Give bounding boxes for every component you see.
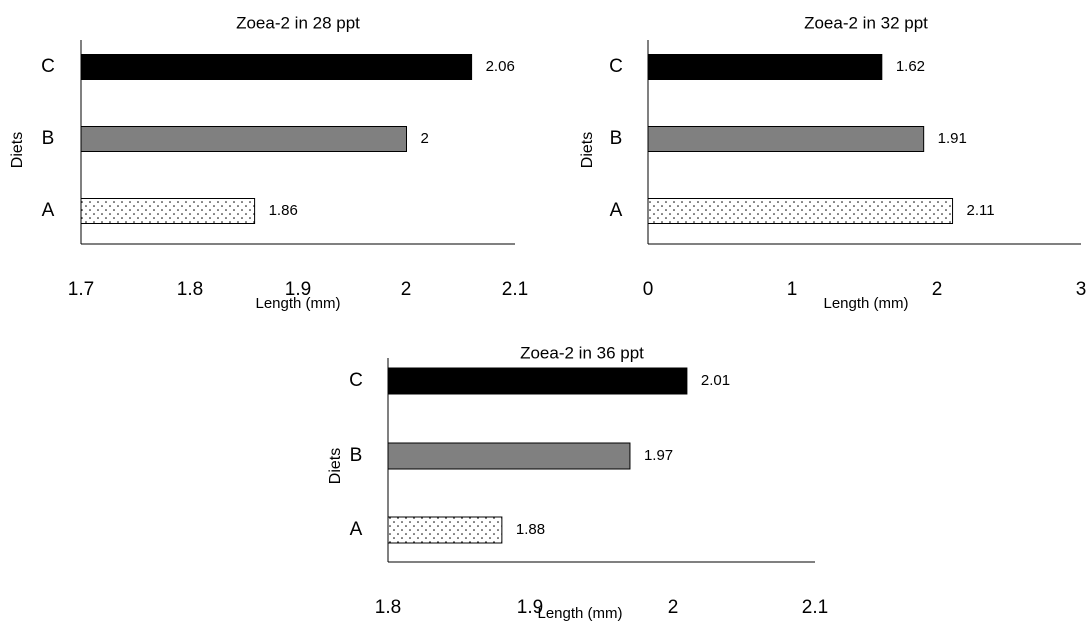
chart-3-bar-a [387, 516, 503, 544]
chart-1-value-label-a: 1.86 [269, 202, 298, 219]
chart-3-category-label-c: C [349, 370, 363, 391]
chart-3-value-label-b: 1.97 [644, 447, 673, 464]
chart-1-x-tick-3: 2 [401, 279, 412, 300]
chart-3-category-label-a: A [350, 519, 363, 540]
chart-2-x-tick-2: 2 [932, 279, 943, 300]
chart-2-value-label-b: 1.91 [938, 130, 967, 147]
chart-1-x-axis-label: Length (mm) [255, 295, 340, 312]
chart-1-value-label-b: 2 [421, 130, 429, 147]
chart-3-bar-b [387, 442, 631, 470]
chart-1-x-tick-1: 1.8 [177, 279, 203, 300]
chart-2-bar-a [647, 198, 954, 224]
chart-1-x-tick-4: 2.1 [502, 279, 528, 300]
chart-2-x-tick-1: 1 [787, 279, 798, 300]
chart-3-x-tick-3: 2.1 [802, 597, 828, 618]
chart-2-x-axis-label: Length (mm) [823, 295, 908, 312]
chart-1-value-label-c: 2.06 [486, 58, 515, 75]
chart-2-y-axis-label: Diets [579, 132, 596, 168]
chart-1-bar-c [80, 54, 473, 80]
chart-2-title: Zoea-2 in 32 ppt [804, 13, 928, 32]
chart-2-value-label-a: 2.11 [967, 202, 995, 219]
chart-3-y-axis-label: Diets [327, 448, 344, 484]
chart-2-x-tick-0: 0 [643, 279, 654, 300]
chart-1-title: Zoea-2 in 28 ppt [236, 13, 360, 32]
chart-2-bar-c [647, 54, 883, 80]
chart-1-bar-a [80, 198, 256, 224]
chart-3-x-axis-label: Length (mm) [537, 605, 622, 622]
chart-2-bar-b [647, 126, 925, 152]
chart-3-x-tick-1: 1.9 [517, 597, 543, 618]
chart-2-value-label-c: 1.62 [896, 58, 925, 75]
chart-3-bar-c [387, 367, 688, 395]
chart-2-category-label-c: C [609, 56, 623, 77]
chart-3-title: Zoea-2 in 36 ppt [520, 343, 644, 362]
chart-3-value-label-c: 2.01 [701, 372, 730, 389]
chart-3-category-label-b: B [350, 445, 363, 466]
chart-2-x-tick-3: 3 [1076, 279, 1087, 300]
chart-1-x-tick-0: 1.7 [68, 279, 94, 300]
chart-1-bar-b [80, 126, 407, 152]
chart-1-category-label-b: B [42, 128, 55, 149]
chart-3-x-tick-0: 1.8 [375, 597, 401, 618]
chart-1-y-axis-label: Diets [9, 132, 26, 168]
chart-2-category-label-a: A [610, 200, 623, 221]
chart-1-x-tick-2: 1.9 [285, 279, 311, 300]
chart-1-category-label-a: A [42, 200, 55, 221]
chart-3-x-tick-2: 2 [668, 597, 679, 618]
chart-2-category-label-b: B [610, 128, 623, 149]
chart-3-value-label-a: 1.88 [516, 521, 545, 538]
chart-1-category-label-c: C [41, 56, 55, 77]
